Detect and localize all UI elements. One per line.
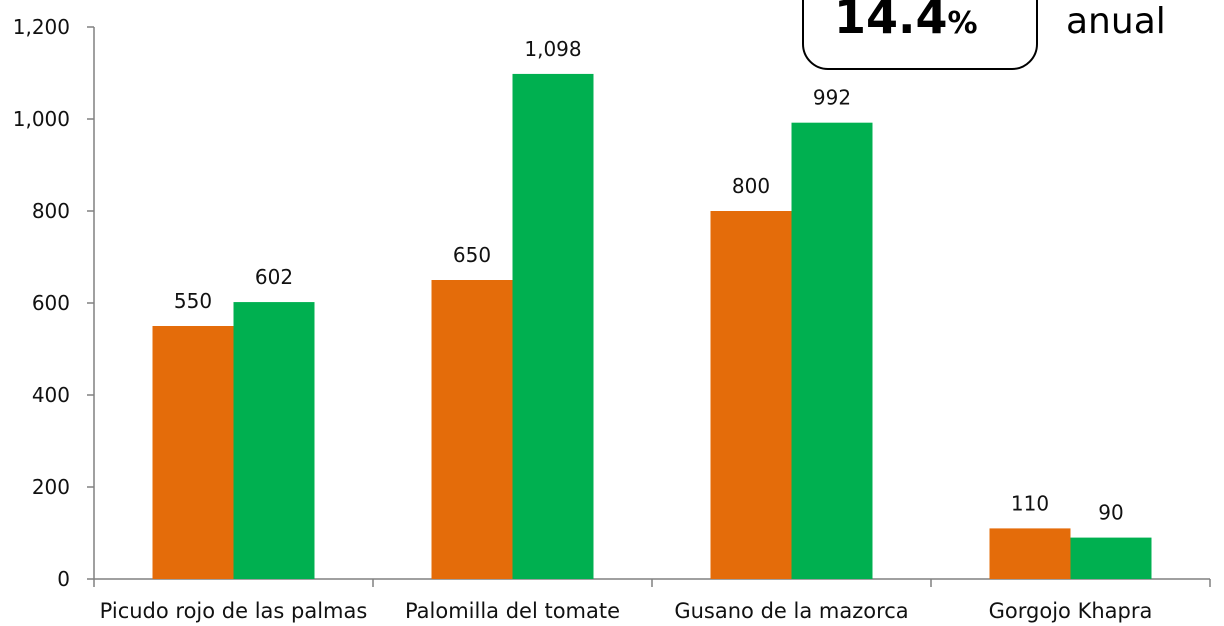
x-category-label: Gusano de la mazorca <box>674 599 908 623</box>
growth-rate-value: 14.4% <box>834 0 978 49</box>
bar <box>1070 537 1152 579</box>
x-category-label: Palomilla del tomate <box>405 599 620 623</box>
bars <box>152 73 1152 580</box>
bar <box>710 211 792 579</box>
bar-value-label: 800 <box>732 174 770 198</box>
y-tick-label: 1,000 <box>13 107 70 131</box>
growth-rate-percent-sign: % <box>947 6 978 41</box>
growth-rate-number: 14.4 <box>834 0 948 44</box>
growth-rate-unit: anual <box>1066 1 1166 42</box>
y-axis: 0 200 400 600 800 1,000 1,200 <box>13 15 95 591</box>
bar-value-label: 992 <box>813 86 851 110</box>
y-tick-label: 200 <box>32 475 70 499</box>
bar-value-label: 110 <box>1011 491 1049 515</box>
bar-value-label: 90 <box>1098 501 1123 525</box>
y-tick-label: 800 <box>32 199 70 223</box>
growth-callout-box: 14.4% <box>802 0 1038 70</box>
data-labels: 550 602 650 1,098 800 992 110 90 <box>174 37 1124 525</box>
x-category-label: Picudo rojo de las palmas <box>100 599 368 623</box>
bar-value-label: 550 <box>174 289 212 313</box>
bar <box>152 326 234 579</box>
bar <box>791 122 873 580</box>
x-axis: Picudo rojo de las palmas Palomilla del t… <box>93 578 1211 623</box>
y-tick-label: 600 <box>32 291 70 315</box>
x-category-label: Gorgojo Khapra <box>989 599 1153 623</box>
bar-value-label: 1,098 <box>524 37 581 61</box>
bar-value-label: 602 <box>255 265 293 289</box>
y-tick-label: 1,200 <box>13 15 70 39</box>
bar <box>989 528 1071 579</box>
bar <box>512 73 594 580</box>
bar-value-label: 650 <box>453 243 491 267</box>
y-tick-label: 0 <box>57 567 70 591</box>
y-tick-label: 400 <box>32 383 70 407</box>
bar <box>431 280 513 579</box>
bar <box>233 302 315 579</box>
